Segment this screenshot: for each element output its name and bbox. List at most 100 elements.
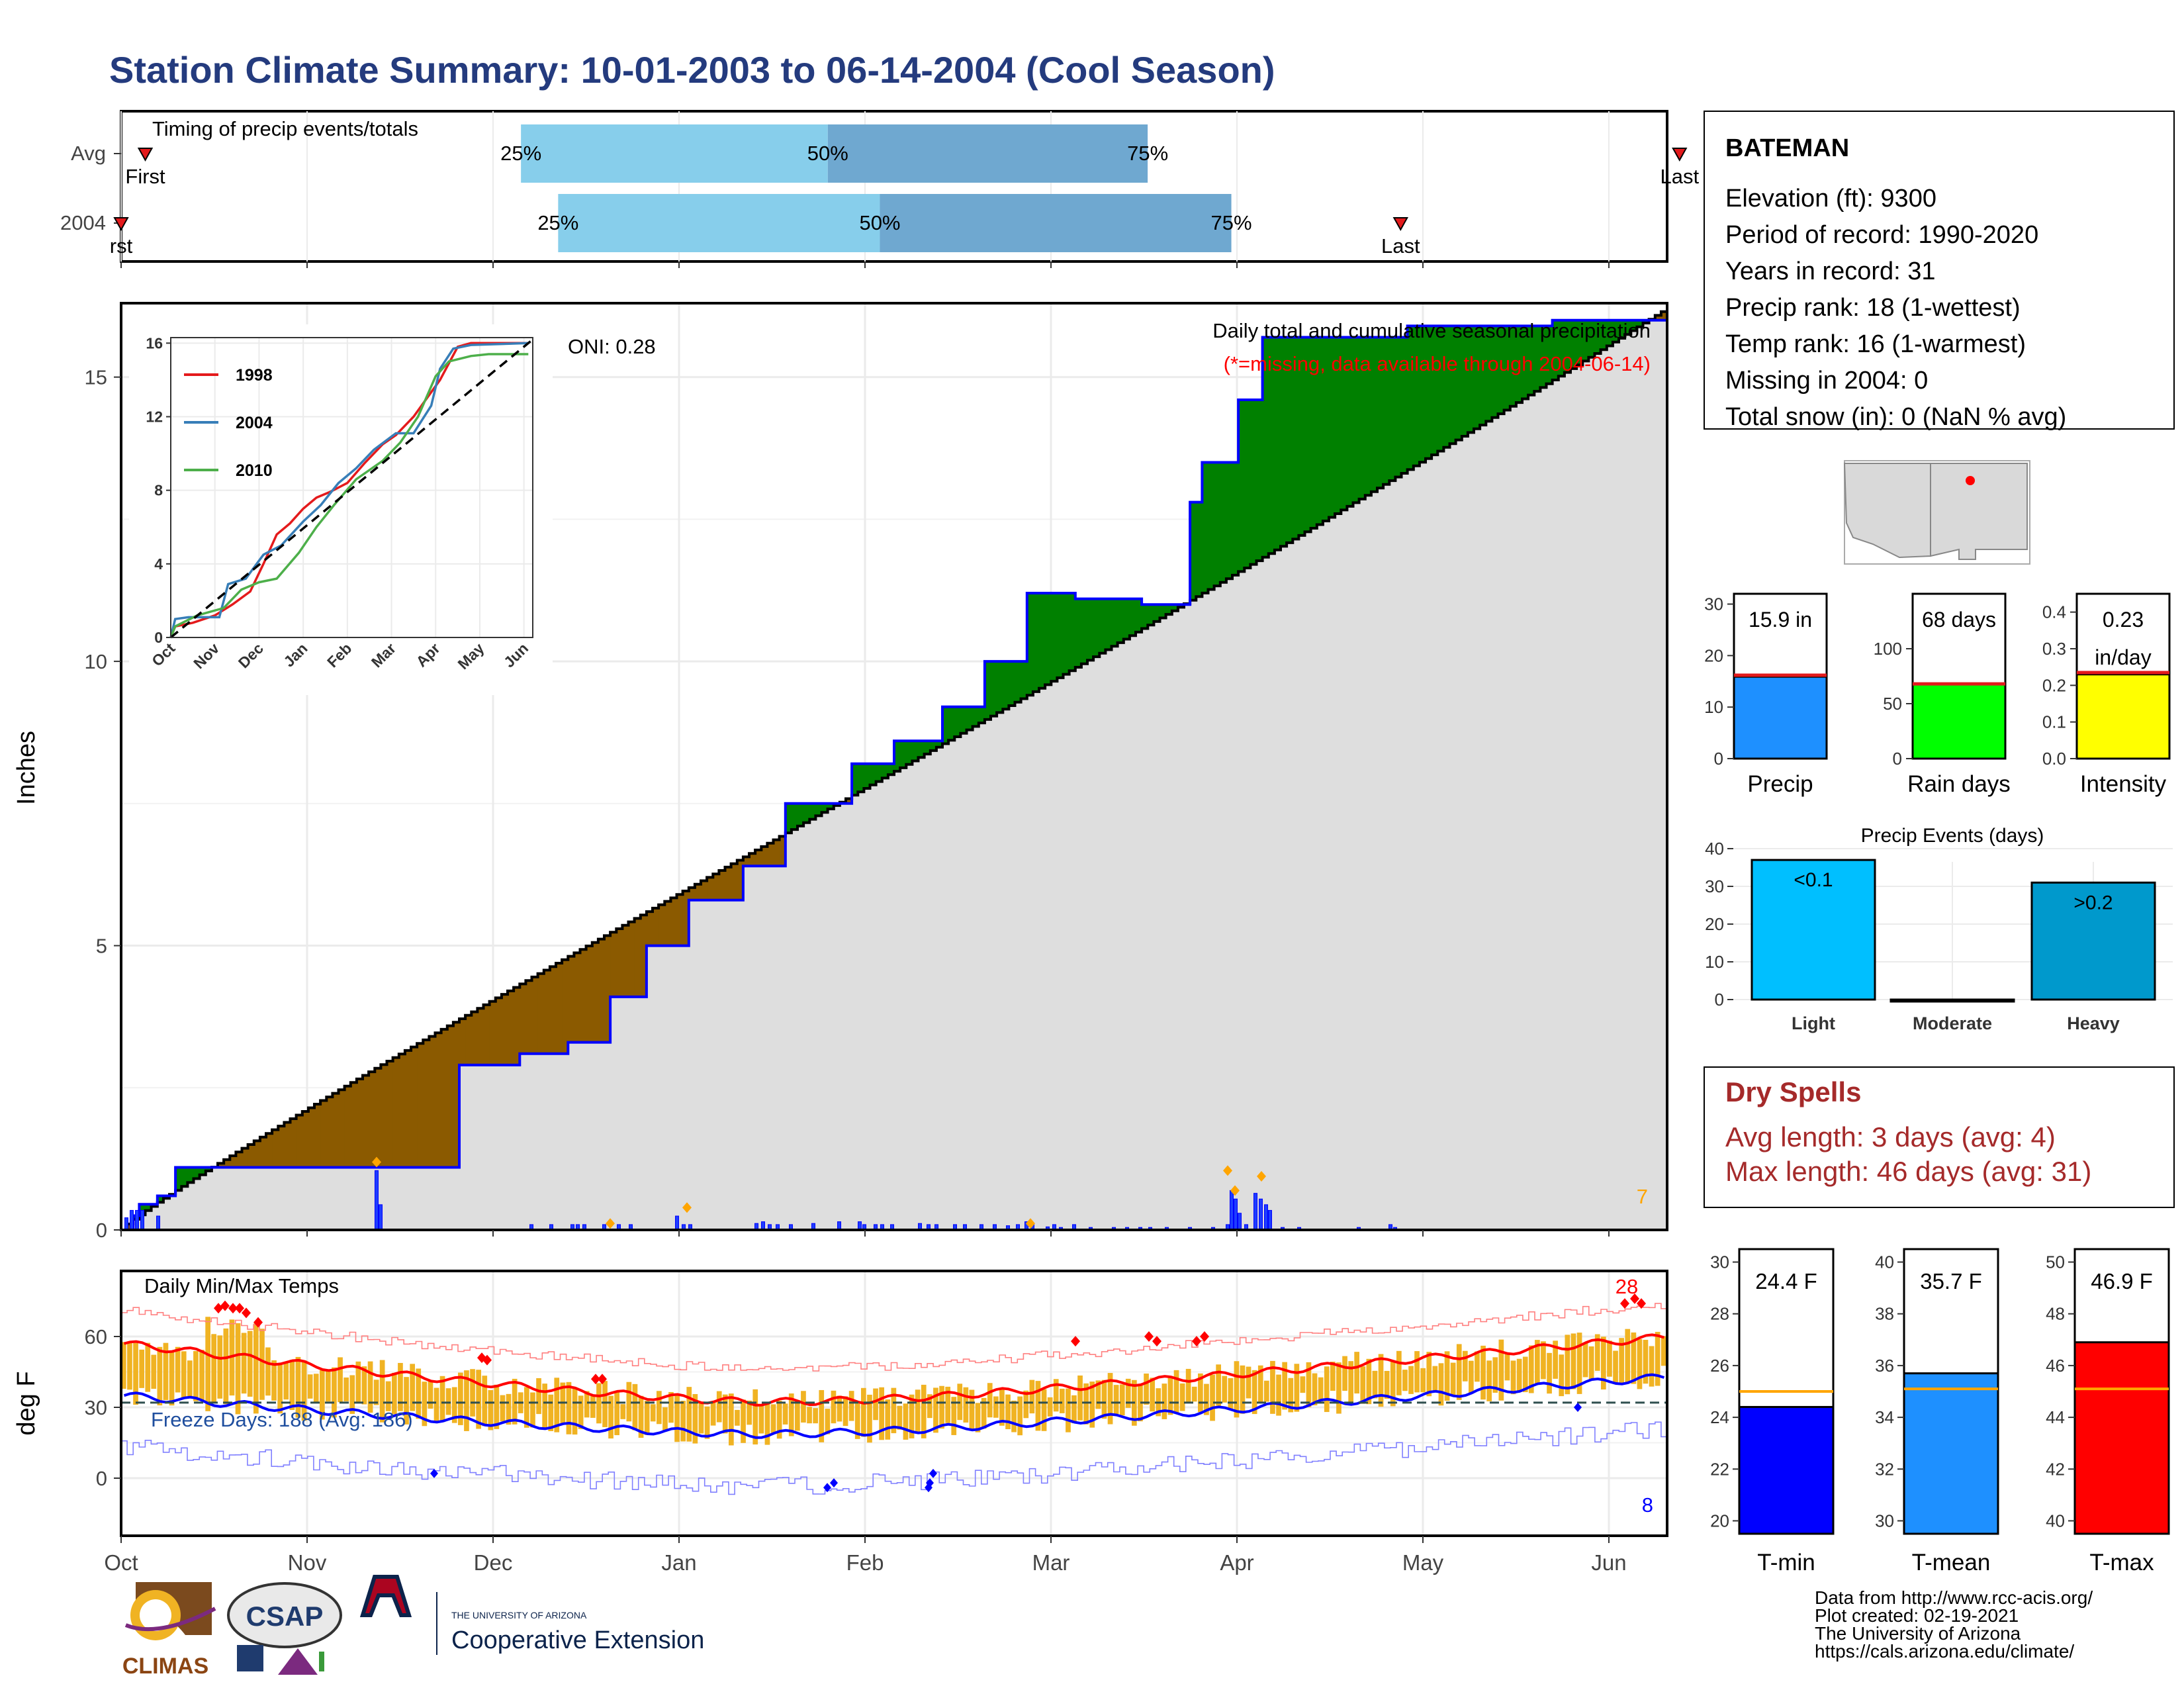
daily-temp-bar [807,1407,812,1424]
daily-temp-bar [1251,1370,1257,1415]
daily-temp-bar [909,1394,915,1438]
daily-temp-bar [566,1382,572,1434]
dry-spells-title: Dry Spells [1725,1076,1861,1107]
below-average-fill [266,1133,273,1168]
daily-temp-bar [668,1391,674,1423]
daily-temp-bar [1300,1376,1306,1393]
above-average-fill [1377,337,1384,489]
above-average-fill [1154,604,1161,622]
daily-temp-bar [1438,1363,1444,1406]
above-average-fill [852,763,858,796]
temp-ylabel: deg F [13,1371,40,1435]
daily-temp-bar [398,1362,403,1411]
summary-bar-value: 0.23 [2103,608,2144,632]
below-average-fill [701,880,707,900]
daily-temp-bar [1426,1352,1432,1397]
daily-temp-bar [572,1388,578,1435]
daily-temp-bar [1360,1366,1366,1404]
daily-temp-bar [644,1401,650,1435]
daily-precip-bar-inner [689,1225,692,1230]
above-average-fill [1437,326,1444,451]
daily-temp-bar [969,1389,975,1431]
above-average-fill [1202,462,1209,593]
timing-last-label: Last [1381,234,1420,258]
below-average-fill [761,846,768,867]
above-average-fill [1196,502,1203,597]
ua-logo-big-text: Cooperative Extension [451,1626,704,1654]
above-average-fill [912,741,919,761]
daily-temp-bar [1342,1356,1347,1391]
above-average-fill [827,803,835,810]
temperature-panel: 0 30 60 deg F Daily Min/Max Temps Freeze Days… [13,1270,1668,1537]
daily-temp-bar [410,1364,415,1411]
daily-temp-bar [590,1395,596,1418]
daily-precip-bar-inner [919,1223,921,1230]
below-average-fill [398,1054,406,1168]
daily-temp-bar [265,1347,271,1396]
above-average-fill [1335,337,1342,514]
footer-line: https://cals.arizona.edu/climate/ [1815,1641,2074,1662]
daily-temp-bar [253,1323,259,1414]
daily-temp-bar [686,1387,692,1442]
month-label: Feb [846,1550,884,1575]
above-average-fill [1262,337,1269,557]
daily-temp-bar [235,1323,241,1415]
daily-temp-bar [638,1395,644,1438]
daily-temp-bar [662,1407,668,1432]
events-bar-label: <0.1 [1794,869,1833,891]
below-average-fill [531,976,539,1054]
above-average-fill [1099,598,1106,653]
above-average-fill [1588,320,1596,357]
new-mexico-shape [1930,463,2028,560]
above-average-fill [1546,326,1553,384]
above-average-fill [797,803,804,826]
precip-title: Daily total and cumulative seasonal prec… [1212,319,1651,342]
daily-temp-bar [1191,1386,1197,1402]
above-average-fill [1426,326,1432,459]
record-high-marker [591,1374,600,1385]
temp-frame [120,1270,1668,1537]
daily-temp-bar [782,1403,788,1425]
top-event-marker [1257,1170,1266,1182]
above-average-fill [1268,337,1275,554]
timing-last-marker [1672,148,1688,162]
above-average-fill [1510,326,1517,406]
below-average-fill [253,1141,261,1168]
daily-temp-bar [379,1360,385,1423]
above-average-fill [948,706,955,741]
below-average-fill [296,1115,303,1168]
daily-temp-bar [1011,1400,1017,1432]
above-average-fill [1281,337,1287,547]
temp-ytick-label: 60 [85,1325,107,1348]
above-average-fill [1069,593,1076,671]
daily-temp-bar [1071,1395,1077,1424]
daily-precip-bar-inner [603,1225,606,1230]
timing-bar-25-50 [558,194,880,252]
timing-last-marker [1392,217,1408,232]
below-average-fill [447,1025,454,1168]
daily-precip-bar-inner [157,1216,159,1230]
summary-bar-tick-label: 10 [1704,697,1723,717]
above-average-fill [1075,598,1082,668]
inset-average-line [169,338,534,639]
inset-legend-label: 2010 [236,461,273,480]
above-average-fill [1190,502,1197,600]
daily-temp-bar [1613,1350,1618,1383]
daily-temp-bar [1095,1380,1101,1409]
precip-ytick-label: 5 [96,935,107,958]
daily-temp-bar [729,1393,734,1446]
above-average-fill [1419,326,1426,463]
above-average-fill [1534,326,1541,392]
inset-series-2004 [169,342,529,638]
below-average-fill [537,973,545,1054]
daily-temp-bar [1336,1362,1342,1414]
above-average-fill [1226,462,1233,579]
above-average-fill [1274,337,1281,550]
record-low-marker [430,1468,438,1478]
below-average-fill [598,939,605,1043]
daily-temp-bar [1625,1329,1631,1383]
summary-bar-value: 15.9 in [1749,608,1812,632]
daily-temp-bar [289,1360,295,1411]
above-average-fill [193,1167,201,1179]
inset-ytick-label: 16 [146,334,163,352]
